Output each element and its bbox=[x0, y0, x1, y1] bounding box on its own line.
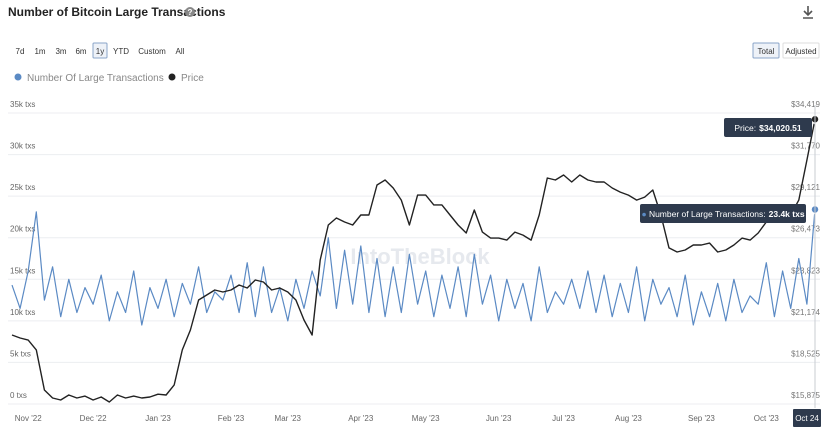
range-buttons: 7d 1m 3m 6m 1y YTD Custom All bbox=[16, 42, 185, 59]
y-tick-label: 5k txs bbox=[10, 349, 31, 358]
range-active[interactable] bbox=[92, 42, 108, 59]
mode-box[interactable] bbox=[752, 42, 780, 59]
tooltips: Price: $34,020.51 ● Number of Large Transa… bbox=[640, 118, 812, 223]
tooltip-label: Price: bbox=[734, 123, 756, 133]
svg-text:?: ? bbox=[188, 8, 193, 17]
range-label[interactable]: Custom bbox=[138, 47, 166, 56]
range-label[interactable]: All bbox=[176, 47, 185, 56]
range-button[interactable]: 1m bbox=[34, 47, 45, 56]
legend-marker bbox=[14, 73, 22, 81]
y-tick-label: 15k txs bbox=[10, 266, 35, 275]
y-tick-label: 25k txs bbox=[10, 183, 35, 192]
mode-label[interactable]: Adjusted bbox=[785, 47, 816, 56]
range-label[interactable]: 3m bbox=[55, 47, 66, 56]
legend-label[interactable]: Price bbox=[181, 73, 204, 84]
range-label[interactable]: 6m bbox=[75, 47, 86, 56]
legend: Number Of Large Transactions Price bbox=[14, 73, 204, 84]
y-tick-label: 0 txs bbox=[10, 391, 27, 400]
tooltip-text: ● Number of Large Transactions: 23.4k txs bbox=[641, 209, 804, 219]
x-tick-label: Dec '22 bbox=[80, 414, 107, 423]
y-tick-label: 10k txs bbox=[10, 308, 35, 317]
y2-tick-label: $31,770 bbox=[791, 142, 820, 151]
title: Number of Bitcoin Large Transactions bbox=[8, 5, 226, 19]
tooltip-box bbox=[724, 118, 812, 137]
series-line bbox=[11, 119, 816, 403]
mode-box[interactable] bbox=[782, 42, 820, 59]
y2-tick-label: $21,174 bbox=[791, 308, 820, 317]
x-tick-label: Jan '23 bbox=[145, 414, 171, 423]
legend-label[interactable]: Number Of Large Transactions bbox=[27, 73, 164, 84]
range-button[interactable]: YTD bbox=[113, 47, 129, 56]
tooltip-box bbox=[640, 204, 806, 223]
range-button[interactable]: 3m bbox=[55, 47, 66, 56]
plot: 0 txs 5k txs 10k txs 15k txs 20k txs 25k txs 3… bbox=[8, 100, 821, 427]
mode-button[interactable]: Adjusted bbox=[782, 42, 820, 59]
range-label[interactable]: 1m bbox=[34, 47, 45, 56]
y2-tick-label: $29,121 bbox=[791, 183, 820, 192]
x-tick-label: Mar '23 bbox=[275, 414, 302, 423]
range-label[interactable]: 7d bbox=[16, 47, 25, 56]
x-tick-label: Sep '23 bbox=[688, 414, 715, 423]
download-icon[interactable] bbox=[803, 6, 813, 19]
tooltip-bullet: ● bbox=[641, 209, 649, 219]
x-tick-label: Jun '23 bbox=[486, 414, 512, 423]
x-tick-label: Oct 24 bbox=[795, 414, 819, 423]
y2-tick-label: $18,525 bbox=[791, 349, 820, 358]
y-tick-label: 35k txs bbox=[10, 100, 35, 109]
range-label[interactable]: YTD bbox=[113, 47, 129, 56]
mode-buttons: Total Adjusted bbox=[752, 42, 820, 59]
x-tick-label: Aug '23 bbox=[615, 414, 642, 423]
tooltip-value: 23.4k txs bbox=[769, 209, 805, 219]
x-tick-label: Nov '22 bbox=[15, 414, 42, 423]
watermark: IntoTheBlock bbox=[350, 244, 490, 269]
range-label[interactable]: 1y bbox=[96, 47, 104, 56]
x-tick-label: Feb '23 bbox=[218, 414, 245, 423]
range-button[interactable]: Custom bbox=[138, 47, 166, 56]
y-tick-label: 30k txs bbox=[10, 142, 35, 151]
range-button[interactable]: 7d bbox=[16, 47, 25, 56]
y2-tick-label: $23,823 bbox=[791, 266, 820, 275]
x-tick-label: May '23 bbox=[412, 414, 440, 423]
y-tick-label: 20k txs bbox=[10, 225, 35, 234]
mode-button[interactable]: Total bbox=[752, 42, 780, 59]
x-tick-label: Jul '23 bbox=[552, 414, 575, 423]
range-button[interactable]: 1y bbox=[92, 42, 108, 59]
y2-tick-label: $15,875 bbox=[791, 391, 820, 400]
x-tick-label: Oct '23 bbox=[754, 414, 780, 423]
legend-marker bbox=[168, 73, 176, 81]
y2-tick-label: $26,473 bbox=[791, 225, 820, 234]
help-icon[interactable]: ? bbox=[185, 7, 195, 17]
tooltip-value: $34,020.51 bbox=[759, 123, 802, 133]
tooltip-text: Price: $34,020.51 bbox=[734, 123, 802, 133]
series-line bbox=[11, 209, 816, 326]
tooltip-label: Number of Large Transactions: bbox=[649, 209, 766, 219]
range-button[interactable]: 6m bbox=[75, 47, 86, 56]
mode-label[interactable]: Total bbox=[758, 47, 775, 56]
range-button[interactable]: All bbox=[176, 47, 185, 56]
y2-tick-label: $34,419 bbox=[791, 100, 820, 109]
x-current-box bbox=[793, 409, 821, 427]
x-tick-label: Apr '23 bbox=[348, 414, 374, 423]
